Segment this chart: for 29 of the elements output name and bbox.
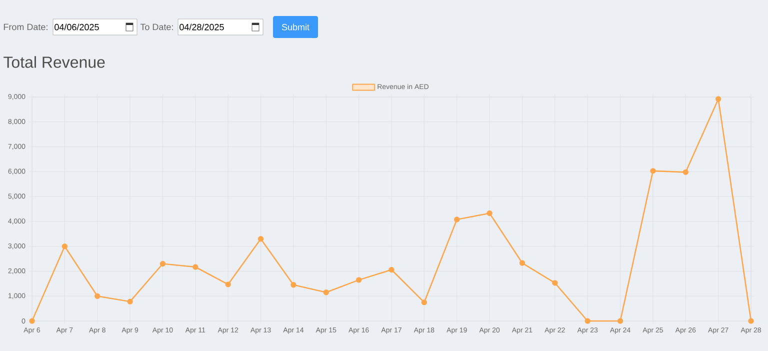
point (225, 282, 231, 288)
point (650, 168, 656, 174)
point (388, 266, 394, 273)
point (356, 277, 362, 283)
point (617, 318, 624, 324)
point (552, 280, 558, 286)
point (192, 264, 198, 270)
point (160, 260, 166, 267)
point (454, 216, 460, 222)
point (323, 290, 329, 296)
point (258, 236, 264, 242)
point (519, 260, 526, 266)
text: 04/28/2025 (180, 24, 224, 30)
point (682, 169, 688, 176)
point (62, 243, 68, 250)
text: Submit (282, 24, 310, 30)
point (748, 318, 754, 324)
chart-title: Total Revenue (4, 56, 105, 68)
point (290, 282, 296, 288)
text: 04/06/2025 (54, 24, 99, 30)
point (584, 318, 590, 324)
text: To Date: (140, 24, 173, 30)
point (486, 210, 492, 216)
text: From Date: (4, 24, 48, 30)
point (29, 318, 35, 324)
point (421, 299, 428, 306)
point (715, 96, 722, 102)
point (94, 293, 100, 299)
point (127, 298, 133, 304)
